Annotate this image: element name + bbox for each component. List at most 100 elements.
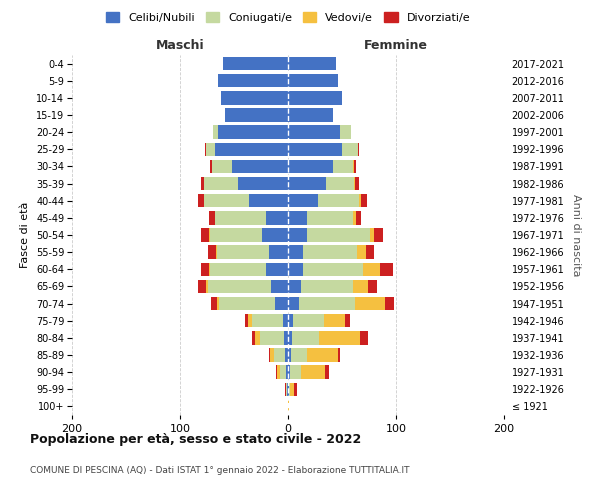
Bar <box>287 382 288 396</box>
Bar <box>248 314 253 328</box>
Bar <box>211 297 217 310</box>
Bar <box>288 228 307 241</box>
Bar <box>288 177 326 190</box>
Bar <box>374 228 383 241</box>
Bar <box>215 142 288 156</box>
Bar <box>357 246 366 259</box>
Bar <box>380 262 393 276</box>
Bar <box>288 280 301 293</box>
Bar <box>288 211 307 224</box>
Bar <box>353 160 354 173</box>
Bar <box>284 331 288 344</box>
Bar <box>340 126 350 139</box>
Bar <box>307 211 353 224</box>
Bar <box>200 262 209 276</box>
Bar <box>260 331 284 344</box>
Bar <box>245 314 248 328</box>
Text: Femmine: Femmine <box>364 38 428 52</box>
Bar <box>368 280 377 293</box>
Bar <box>288 57 335 70</box>
Text: Popolazione per età, sesso e stato civile - 2022: Popolazione per età, sesso e stato civil… <box>30 432 361 446</box>
Bar <box>271 280 288 293</box>
Bar <box>266 262 288 276</box>
Bar <box>319 331 361 344</box>
Bar <box>283 314 288 328</box>
Bar <box>288 142 342 156</box>
Bar <box>280 366 286 379</box>
Bar <box>199 194 204 207</box>
Bar <box>206 142 215 156</box>
Legend: Celibi/Nubili, Coniugati/e, Vedovi/e, Divorziati/e: Celibi/Nubili, Coniugati/e, Vedovi/e, Di… <box>101 8 475 28</box>
Bar <box>359 194 361 207</box>
Bar <box>199 280 206 293</box>
Bar <box>290 382 295 396</box>
Bar <box>226 108 288 122</box>
Bar <box>362 262 380 276</box>
Bar <box>254 331 260 344</box>
Bar <box>205 142 206 156</box>
Bar <box>303 262 362 276</box>
Bar <box>223 57 288 70</box>
Bar <box>218 74 288 88</box>
Y-axis label: Fasce di età: Fasce di età <box>20 202 31 268</box>
Bar <box>286 366 288 379</box>
Bar <box>269 348 274 362</box>
Bar <box>215 211 266 224</box>
Bar <box>288 366 290 379</box>
Bar <box>323 314 345 328</box>
Bar <box>307 228 370 241</box>
Bar <box>249 194 288 207</box>
Bar <box>277 366 280 379</box>
Bar <box>385 297 394 310</box>
Bar <box>219 297 275 310</box>
Bar <box>218 126 288 139</box>
Bar <box>253 314 283 328</box>
Bar <box>221 91 288 104</box>
Bar <box>288 400 289 413</box>
Bar <box>303 246 357 259</box>
Bar <box>342 142 358 156</box>
Bar <box>210 262 266 276</box>
Bar <box>288 297 299 310</box>
Bar <box>356 211 361 224</box>
Bar <box>288 314 293 328</box>
Bar <box>334 160 353 173</box>
Bar <box>354 160 356 173</box>
Bar <box>353 280 368 293</box>
Bar <box>217 297 219 310</box>
Bar <box>208 280 271 293</box>
Bar <box>285 382 286 396</box>
Bar <box>338 348 340 362</box>
Bar <box>209 211 215 224</box>
Bar <box>276 366 277 379</box>
Bar <box>232 160 288 173</box>
Bar <box>217 246 269 259</box>
Bar <box>345 314 350 328</box>
Bar <box>206 280 208 293</box>
Bar <box>209 262 210 276</box>
Bar <box>208 246 215 259</box>
Bar <box>253 331 254 344</box>
Bar <box>288 91 342 104</box>
Bar <box>200 177 204 190</box>
Bar <box>361 194 367 207</box>
Bar <box>286 382 287 396</box>
Bar <box>262 228 288 241</box>
Bar <box>215 246 217 259</box>
Bar <box>288 382 289 396</box>
Bar <box>288 246 303 259</box>
Bar <box>289 382 290 396</box>
Bar <box>200 228 209 241</box>
Bar <box>361 331 368 344</box>
Bar <box>318 194 359 207</box>
Bar <box>214 126 218 139</box>
Bar <box>204 177 238 190</box>
Bar <box>212 160 232 173</box>
Bar <box>301 280 353 293</box>
Bar <box>210 160 212 173</box>
Bar <box>209 228 210 241</box>
Bar <box>358 142 359 156</box>
Bar <box>274 348 285 362</box>
Bar <box>288 262 303 276</box>
Bar <box>288 160 334 173</box>
